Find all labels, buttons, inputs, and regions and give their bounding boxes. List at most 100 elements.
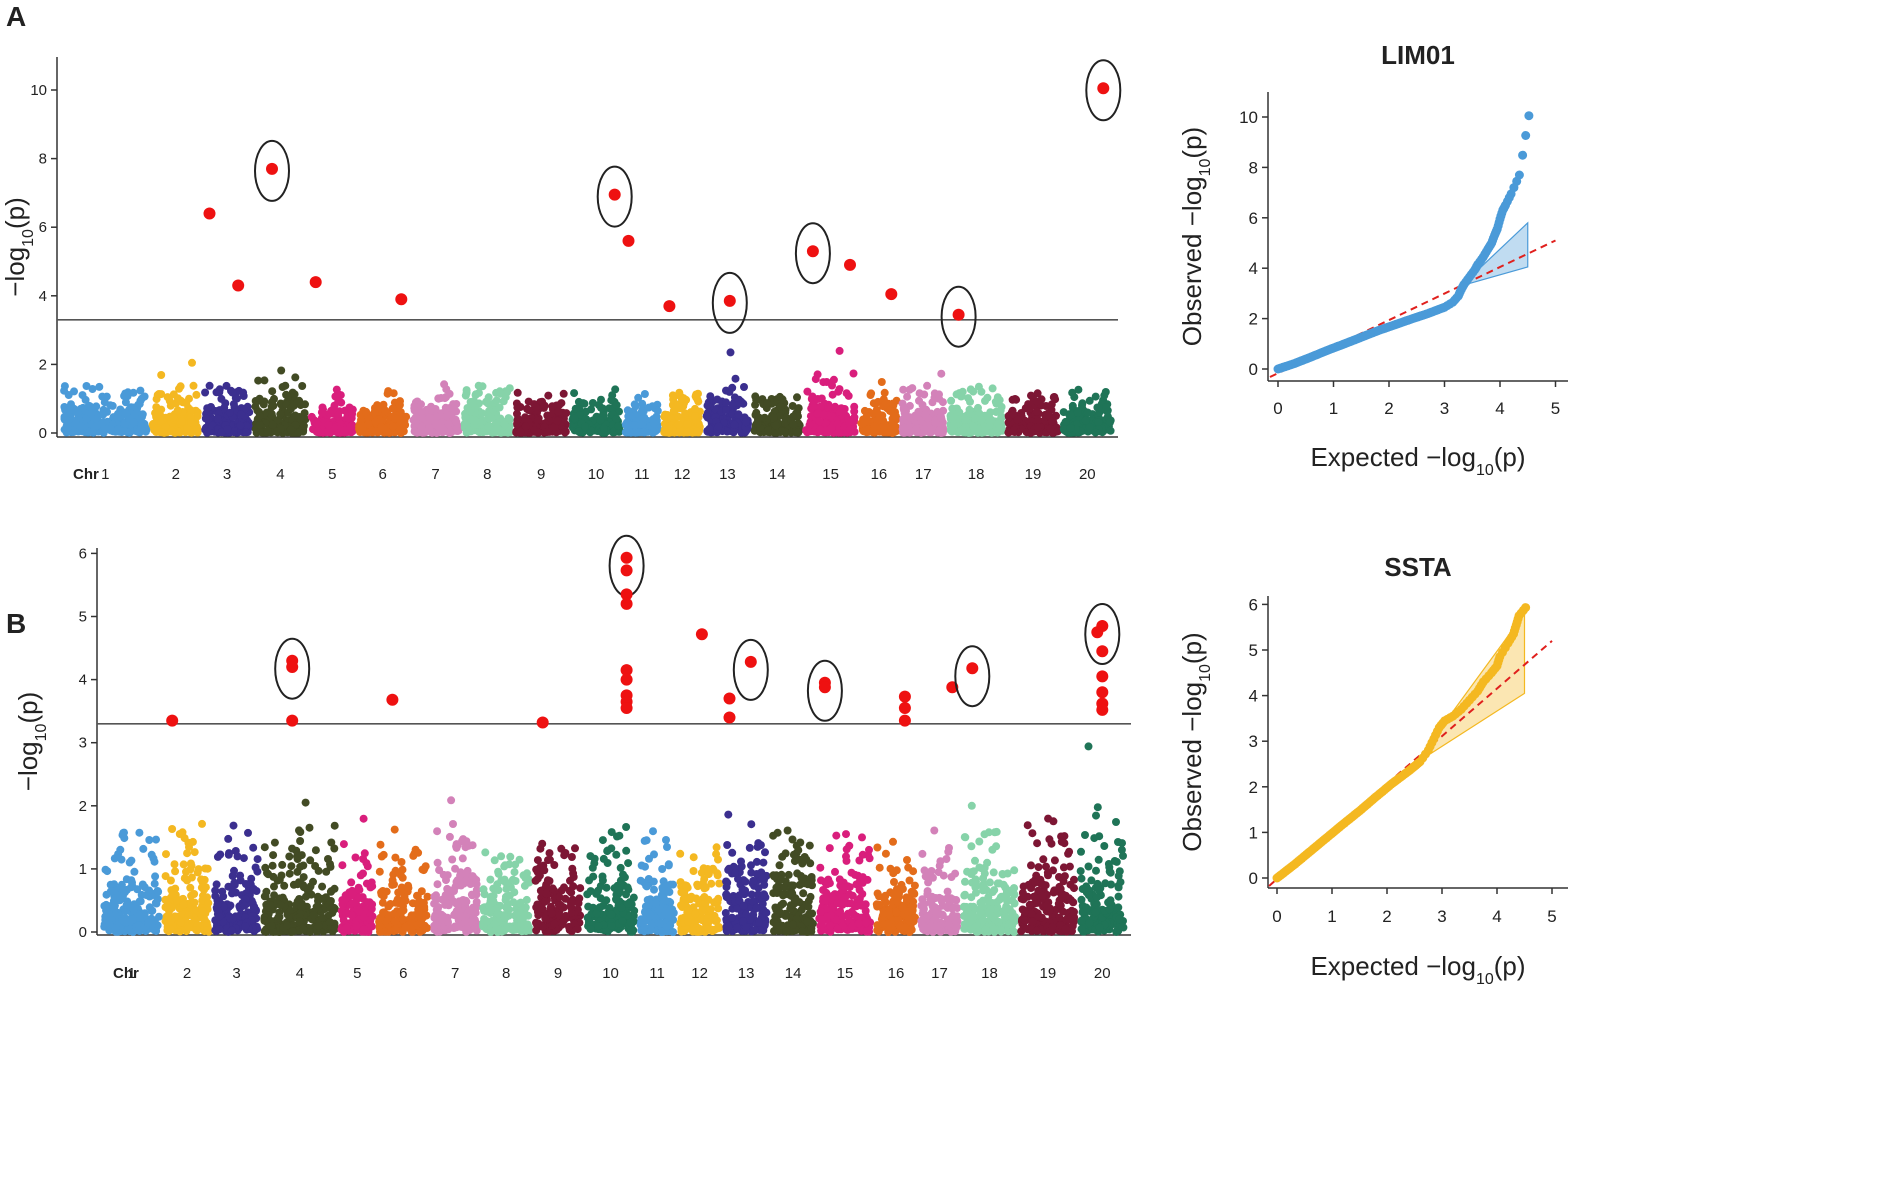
chromosome-label: 2	[183, 965, 191, 982]
snp-point	[533, 428, 542, 437]
snp-point	[561, 428, 569, 437]
snp-point	[977, 387, 986, 396]
snp-point	[438, 915, 446, 924]
snp-point	[1094, 418, 1103, 427]
snp-point	[99, 410, 107, 419]
snp-point	[457, 912, 466, 921]
snp-point	[347, 891, 355, 900]
snp-point	[267, 402, 276, 411]
snp-point	[817, 394, 826, 403]
chromosome-11-points	[621, 390, 662, 437]
snp-point	[512, 399, 521, 408]
snp-point	[270, 882, 278, 891]
qq-y-tick-label: 10	[1239, 108, 1258, 127]
snp-point	[137, 426, 146, 435]
y-tick-label: 2	[79, 798, 87, 815]
snp-point	[253, 855, 262, 864]
snp-point	[434, 394, 443, 403]
snp-point	[731, 374, 740, 383]
snp-point	[230, 427, 238, 436]
snp-point	[430, 913, 439, 922]
snp-point	[356, 871, 365, 880]
snp-point	[173, 394, 182, 403]
snp-point	[301, 798, 310, 807]
snp-point	[417, 422, 426, 431]
snp-point	[268, 861, 277, 870]
snp-point	[484, 399, 493, 408]
snp-point	[803, 387, 812, 396]
snp-point	[106, 425, 115, 434]
snp-point	[364, 414, 373, 422]
snp-point	[359, 913, 368, 922]
snp-point	[486, 875, 495, 884]
snp-point	[313, 419, 321, 428]
snp-point	[285, 852, 294, 861]
snp-point	[237, 410, 246, 419]
snp-point	[674, 420, 683, 429]
snp-point	[449, 404, 458, 413]
snp-point	[127, 856, 136, 865]
snp-point	[430, 922, 439, 931]
snp-point	[241, 880, 250, 888]
snp-point	[459, 835, 468, 844]
snp-point	[435, 866, 444, 875]
snp-point	[198, 819, 206, 828]
snp-point	[1106, 426, 1115, 435]
snp-point	[467, 918, 476, 926]
y-tick-label: 4	[79, 672, 87, 689]
snp-point	[125, 927, 134, 936]
snp-point	[249, 884, 258, 893]
snp-point	[438, 895, 447, 904]
snp-point	[299, 925, 308, 934]
snp-point	[769, 413, 778, 421]
chromosome-label: 10	[588, 466, 605, 483]
snp-point	[166, 876, 175, 885]
snp-point	[192, 390, 201, 399]
qq-y-axis-label-main: Observed −log	[1177, 176, 1207, 346]
snp-point	[397, 858, 406, 866]
snp-point	[155, 912, 163, 921]
snp-point	[249, 843, 258, 852]
snp-point	[997, 423, 1006, 432]
snp-point	[261, 892, 270, 901]
snp-point	[249, 904, 258, 912]
snp-point	[434, 903, 443, 911]
panel-b-letter: B	[6, 608, 26, 639]
snp-point	[742, 418, 750, 427]
qq-y-axis-label-sub: 10	[1197, 158, 1214, 176]
snp-point	[935, 394, 944, 403]
snp-point	[182, 399, 191, 408]
qq-y-tick-label: 2	[1249, 310, 1258, 329]
qq-x-tick-label: 1	[1329, 399, 1338, 418]
snp-point	[395, 401, 404, 409]
chromosome-label: 7	[451, 965, 459, 982]
snp-point	[548, 402, 557, 411]
snp-point	[675, 388, 684, 397]
snp-point	[1032, 407, 1041, 416]
y-tick-label: 6	[79, 545, 87, 562]
snp-point	[145, 886, 154, 895]
snp-point	[324, 427, 333, 436]
snp-point	[465, 906, 474, 915]
snp-point	[915, 396, 923, 405]
snp-point	[422, 911, 431, 920]
snp-point	[340, 426, 349, 435]
snp-point	[912, 412, 921, 421]
significant-snp	[608, 188, 621, 201]
significant-snp	[885, 288, 898, 301]
snp-point	[937, 369, 946, 378]
snp-point	[1033, 423, 1042, 432]
snp-point	[908, 384, 917, 393]
snp-point	[193, 412, 202, 421]
snp-point	[969, 423, 978, 431]
snp-point	[524, 406, 533, 415]
snp-point	[197, 875, 206, 884]
chromosome-2-points	[161, 819, 213, 936]
snp-point	[311, 846, 320, 855]
snp-point	[764, 426, 773, 435]
chromosome-12-points	[660, 388, 704, 437]
snp-point	[82, 382, 91, 390]
snp-point	[179, 900, 188, 909]
snp-point	[334, 411, 343, 420]
